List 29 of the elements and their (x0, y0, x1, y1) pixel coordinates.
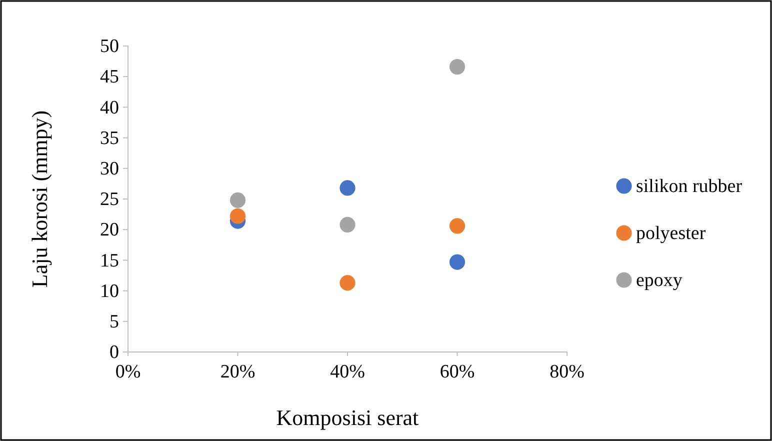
x-tick-label: 20% (220, 361, 256, 382)
point (449, 59, 466, 75)
y-tick-label: 30 (100, 158, 119, 180)
x-tick-label: 80% (550, 361, 585, 382)
y-tick-label: 10 (100, 280, 119, 302)
point (340, 180, 356, 196)
x-tick-label: 0% (115, 361, 141, 382)
legend-label: polyester (636, 223, 706, 244)
x-tick-label: 40% (330, 361, 366, 382)
point (449, 254, 466, 270)
y-tick-label: 0 (110, 342, 119, 364)
point (449, 218, 466, 234)
y-axis-title: Laju korosi (mmpy) (27, 110, 52, 288)
point (230, 208, 246, 224)
y-tick-label: 45 (100, 66, 119, 88)
point (340, 275, 356, 291)
y-tick-label: 15 (100, 250, 119, 272)
y-tick-label: 5 (110, 311, 119, 332)
legend-label: silikon rubber (636, 176, 743, 197)
y-tick-label: 35 (100, 128, 119, 149)
point (230, 192, 246, 208)
x-tick-label: 60% (440, 361, 475, 382)
legend-label: epoxy (636, 270, 683, 291)
y-tick-label: 40 (100, 97, 119, 118)
x-axis-title: Komposisi serat (276, 405, 419, 430)
y-tick-label: 25 (100, 189, 119, 210)
y-tick-label: 20 (100, 220, 119, 241)
point (340, 216, 356, 233)
y-tick-label: 50 (100, 36, 119, 58)
